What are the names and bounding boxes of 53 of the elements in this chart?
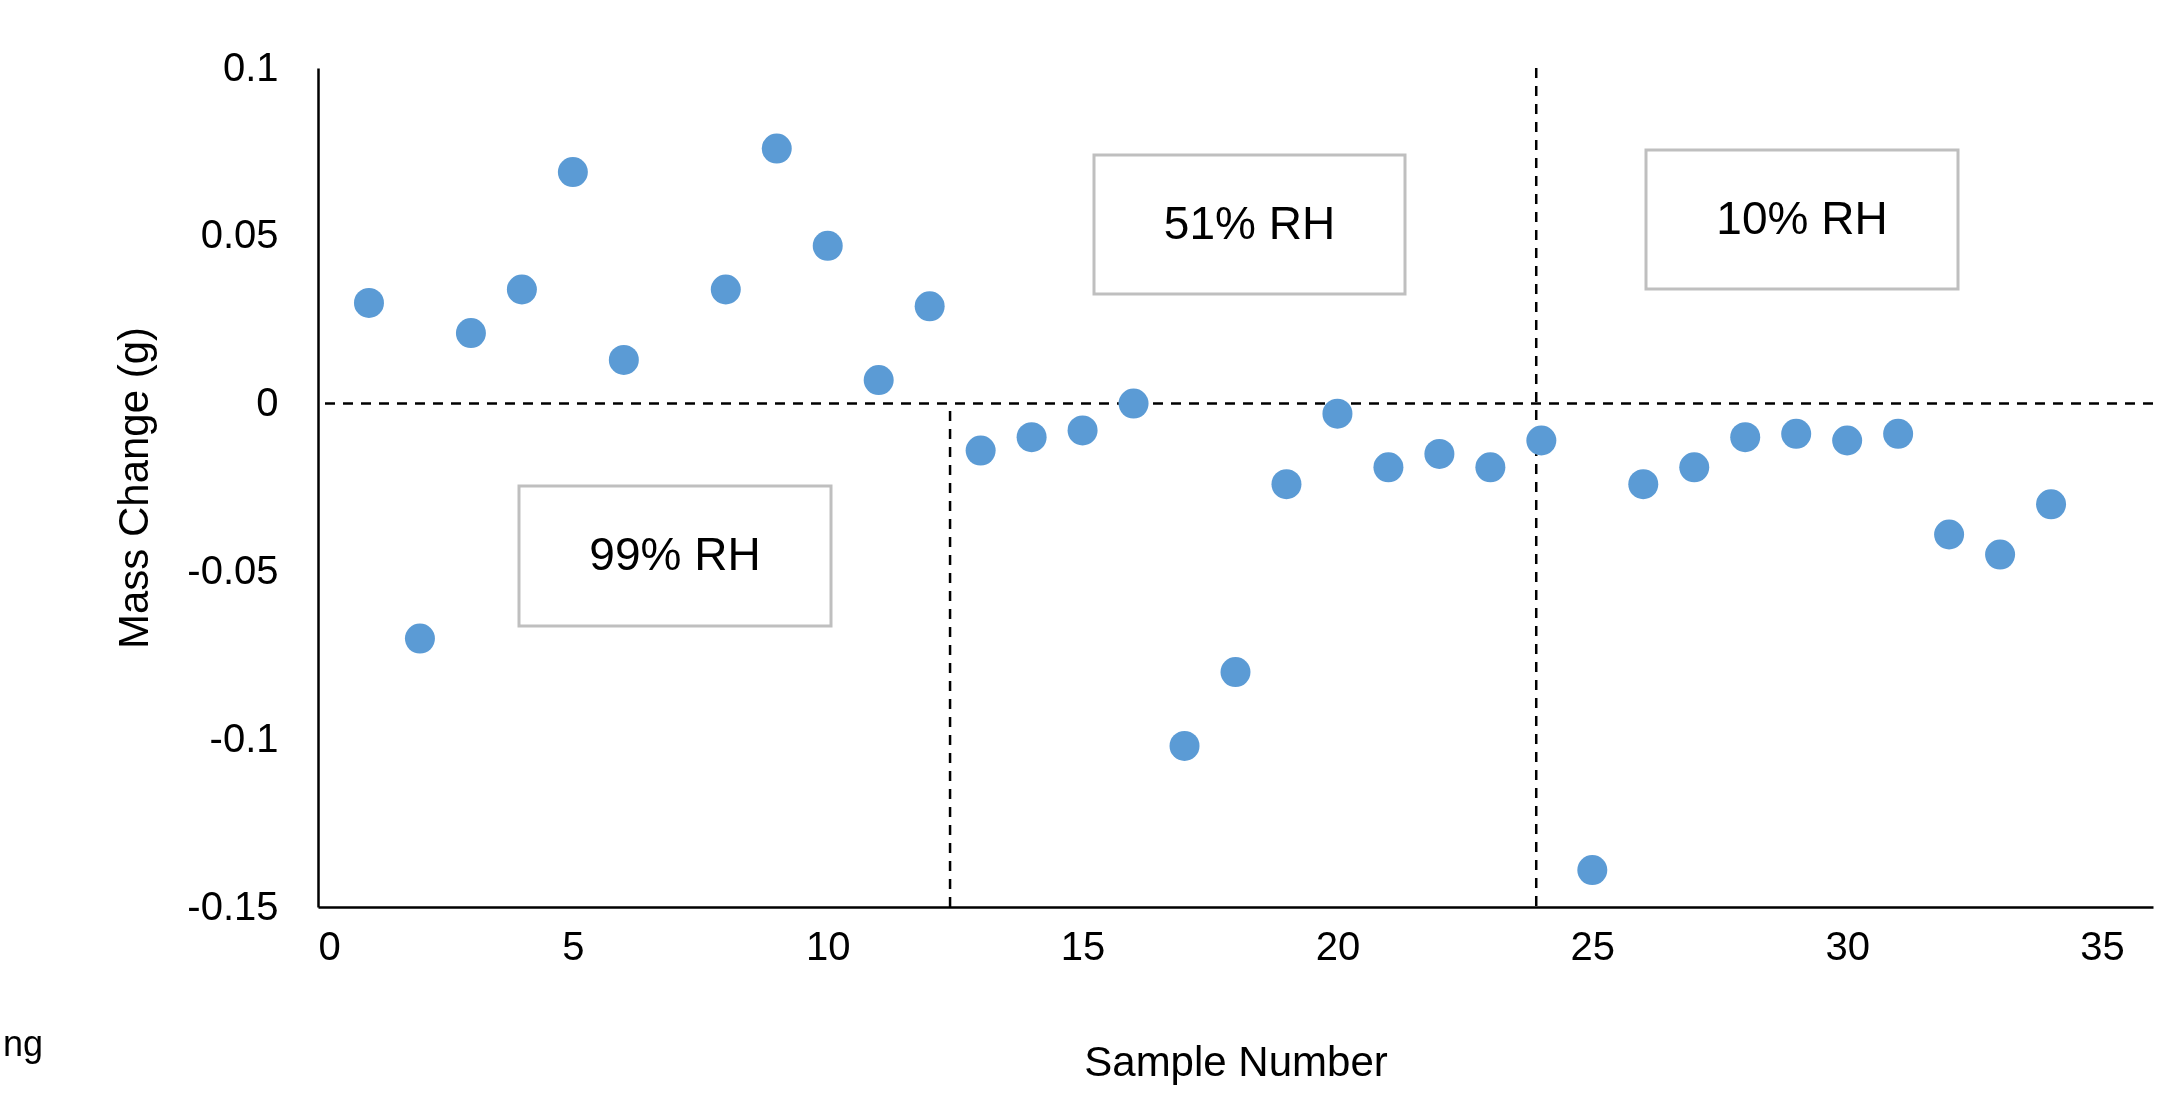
- x-tick-label: 30: [1825, 923, 1870, 968]
- point: [1628, 469, 1659, 500]
- y-tick-label: -0.05: [187, 547, 279, 592]
- x-tick-label: 15: [1060, 923, 1106, 968]
- point: [1883, 418, 1914, 449]
- x-tick-label: 5: [562, 923, 585, 968]
- annotation: 99% RH: [589, 528, 761, 580]
- point: [1577, 855, 1608, 886]
- point: [914, 291, 945, 322]
- text: ng: [3, 1023, 44, 1064]
- point: [1832, 425, 1863, 456]
- point: [455, 318, 486, 349]
- point: [1985, 539, 2016, 570]
- point: [1934, 519, 1965, 550]
- point: [863, 365, 894, 396]
- x-tick-label: 20: [1315, 923, 1361, 968]
- point: [1322, 398, 1353, 429]
- x-tick-label: 35: [2080, 923, 2125, 968]
- point: [404, 623, 435, 654]
- x-tick-label: 10: [805, 923, 851, 968]
- y-tick-label: -0.1: [209, 715, 279, 760]
- point: [506, 274, 537, 305]
- point: [761, 133, 792, 164]
- point: [1067, 415, 1098, 446]
- annotation: 10% RH: [1716, 191, 1888, 244]
- y-tick-label: -0.15: [187, 883, 279, 928]
- point: [1169, 730, 1200, 761]
- point: [608, 345, 639, 375]
- x-axis-title: Sample Number: [1084, 1037, 1388, 1085]
- point: [1730, 422, 1761, 453]
- point: [710, 274, 741, 305]
- point: [1679, 452, 1710, 483]
- y-tick-label: 0: [256, 380, 279, 425]
- y-tick-label: 0.1: [222, 44, 279, 89]
- point: [1016, 422, 1047, 453]
- x-tick-label: 25: [1570, 923, 1616, 968]
- point: [812, 230, 843, 261]
- y-tick-label: 0.05: [200, 212, 279, 257]
- y-axis-title: Mass Change (g): [110, 326, 158, 650]
- point: [1220, 657, 1251, 688]
- point: [1526, 425, 1557, 456]
- point: [2036, 489, 2067, 520]
- point: [1373, 452, 1404, 483]
- point: [1118, 388, 1149, 419]
- point: [1475, 452, 1506, 483]
- point: [1271, 469, 1302, 500]
- annotation: 51% RH: [1163, 196, 1336, 249]
- point: [557, 157, 588, 188]
- point: [965, 435, 996, 466]
- point: [1781, 418, 1812, 449]
- point: [353, 287, 384, 318]
- x-tick-label: 0: [318, 923, 341, 968]
- point: [1424, 438, 1455, 469]
